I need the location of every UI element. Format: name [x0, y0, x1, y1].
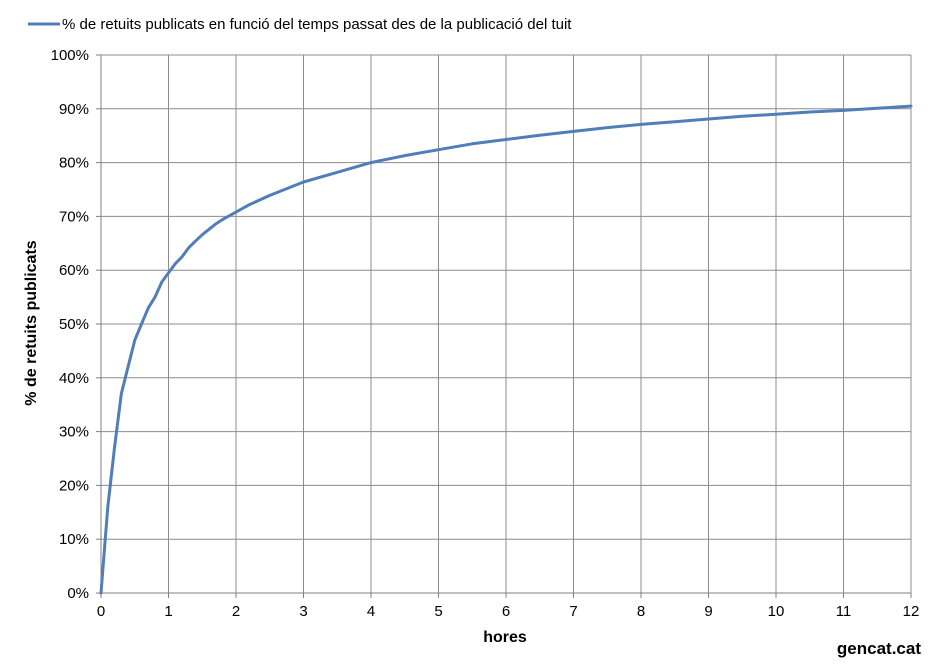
y-tick-label: 40% — [59, 370, 89, 387]
series-group — [99, 104, 913, 595]
y-axis-title: % de retuits publicats — [23, 240, 40, 405]
x-tick-label: 4 — [367, 603, 375, 620]
y-tick-label: 90% — [59, 101, 89, 118]
x-axis-ticks: 0 1 2 3 4 5 6 7 8 9 10 11 12 — [97, 593, 920, 620]
x-tick-label: 6 — [502, 603, 510, 620]
x-tick-label: 11 — [836, 603, 852, 620]
y-tick-label: 60% — [59, 262, 89, 279]
y-axis-ticks: 0% 10% 20% 30% 40% 50% 60% 70% 80% 90% 100% — [51, 47, 101, 602]
x-tick-label: 8 — [637, 603, 645, 620]
x-tick-label: 5 — [434, 603, 442, 620]
y-tick-label: 100% — [51, 47, 89, 64]
x-tick-label: 7 — [569, 603, 577, 620]
grid-lines — [100, 54, 912, 594]
y-tick-label: 70% — [59, 208, 89, 225]
y-tick-label: 80% — [59, 155, 89, 172]
y-tick-label: 50% — [59, 316, 89, 333]
series-line — [99, 104, 913, 595]
x-axis-title: hores — [483, 629, 527, 646]
y-tick-label: 0% — [67, 585, 89, 602]
x-tick-label: 2 — [232, 603, 240, 620]
x-tick-label: 1 — [164, 603, 172, 620]
x-tick-label: 12 — [903, 603, 920, 620]
credit-text: gencat.cat — [837, 639, 921, 658]
x-tick-label: 9 — [704, 603, 712, 620]
legend-label: % de retuits publicats en funció del tem… — [62, 16, 572, 33]
x-tick-label: 3 — [299, 603, 307, 620]
x-tick-label: 10 — [768, 603, 785, 620]
y-tick-label: 10% — [59, 531, 89, 548]
legend: % de retuits publicats en funció del tem… — [28, 16, 572, 33]
y-tick-label: 20% — [59, 477, 89, 494]
y-tick-label: 30% — [59, 424, 89, 441]
x-tick-label: 0 — [97, 603, 105, 620]
